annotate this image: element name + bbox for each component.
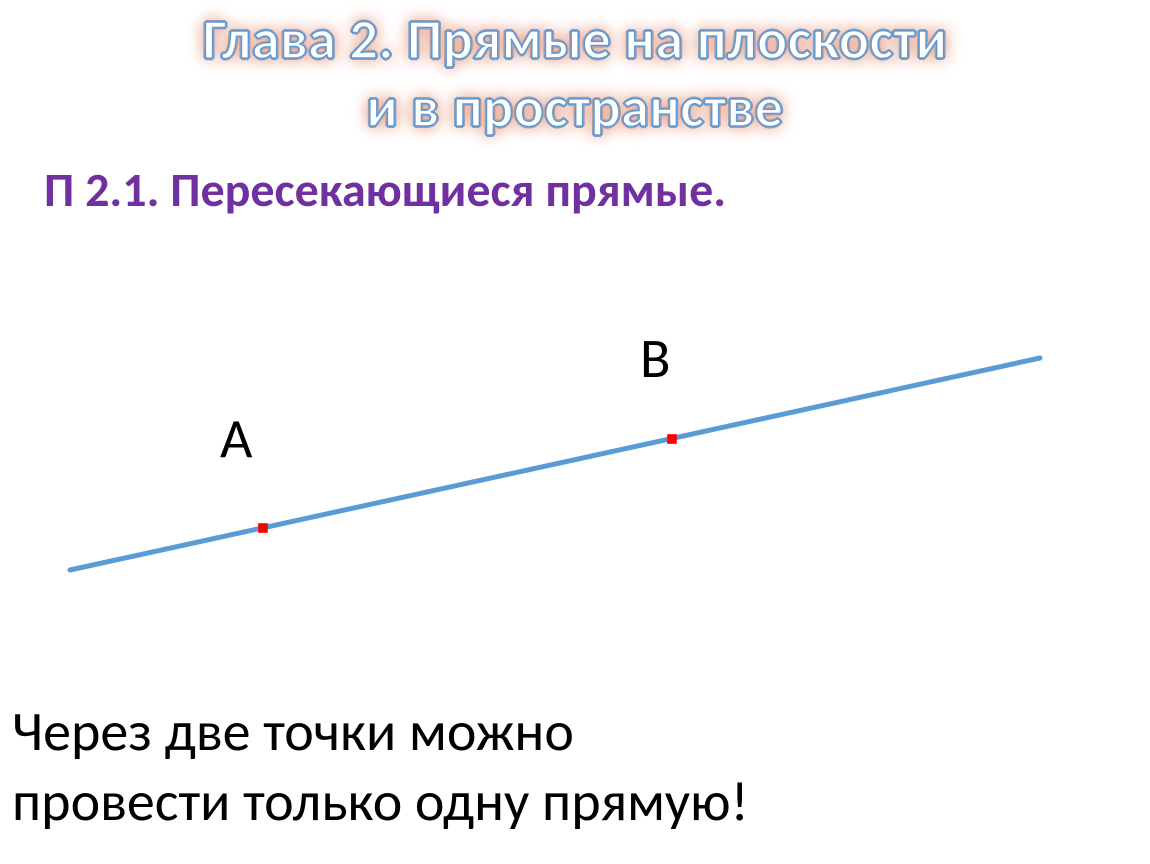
line-segment [70,358,1040,570]
point-label-A: А [220,405,252,473]
point-label-B: В [640,325,670,393]
point-marker-A [258,523,268,533]
conclusion-line1: Через две точки можно [12,700,574,764]
section-subtitle: П 2.1. Пересекающиеся прямые. [44,160,726,219]
slide-root: Глава 2. Прямые на плоскости и в простра… [0,0,1150,864]
chapter-title-line1: Глава 2. Прямые на плоскости [0,10,1150,72]
point-marker-B [667,434,677,444]
line-diagram: АВ [0,280,1150,620]
chapter-title-line2: и в пространстве [0,78,1150,140]
diagram-svg [0,280,1150,620]
conclusion-line2: провести только одну прямую! [12,770,749,834]
